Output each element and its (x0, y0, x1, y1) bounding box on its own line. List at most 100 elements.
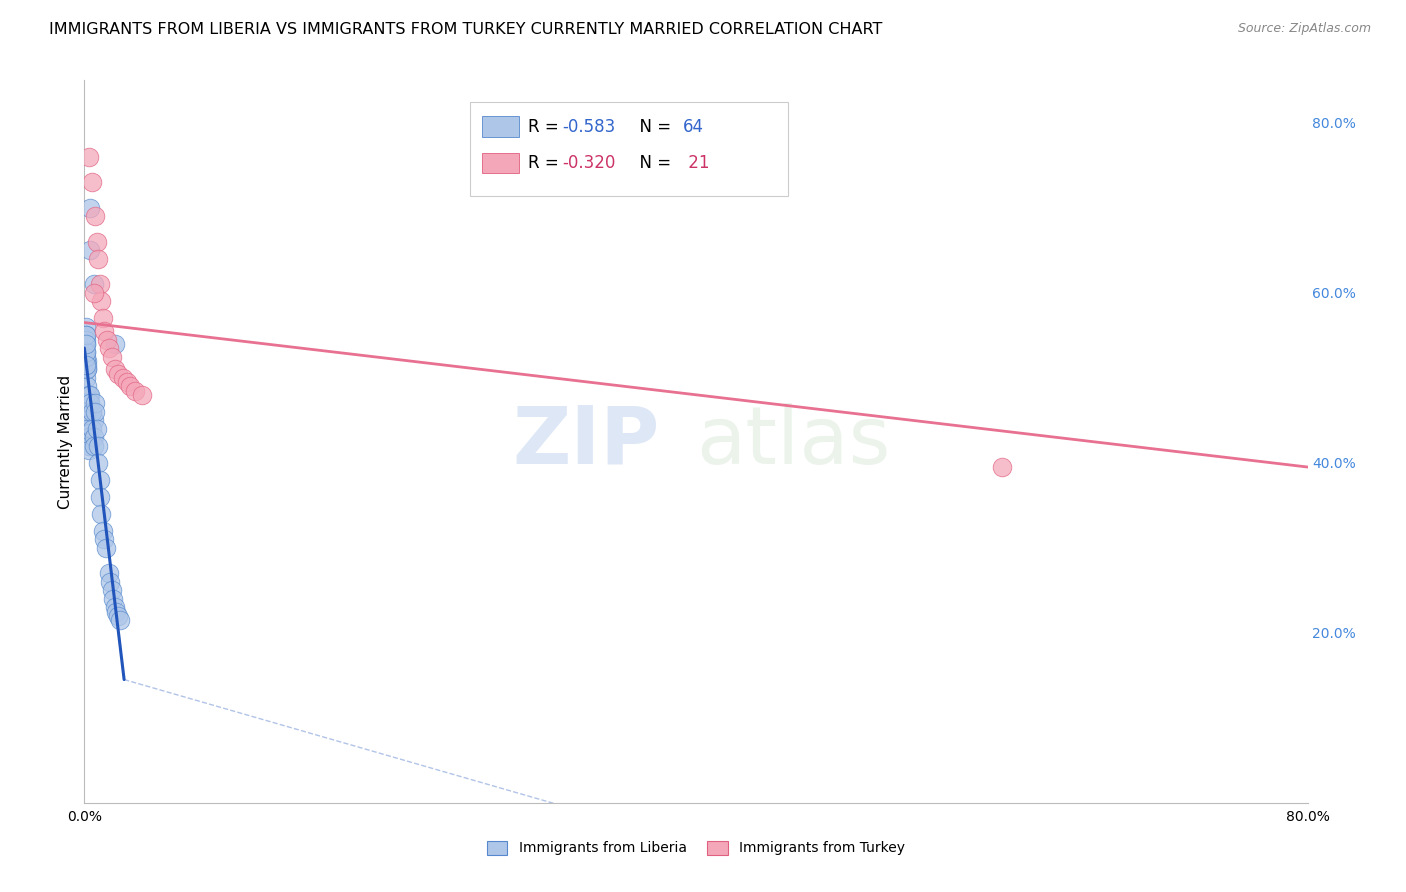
Point (75, 358, 97, 372)
Point (76, 362, 98, 376)
Point (84, 405, 107, 419)
Point (77, 150, 100, 164)
FancyBboxPatch shape (470, 102, 787, 196)
Point (75, 422, 97, 436)
Point (83, 285, 105, 300)
Text: -0.320: -0.320 (562, 153, 616, 171)
Point (75, 413, 97, 427)
Point (76, 362, 98, 376)
Text: -0.583: -0.583 (562, 118, 616, 136)
Point (77, 430, 100, 444)
FancyBboxPatch shape (482, 117, 519, 136)
Point (75, 328, 97, 343)
Point (93, 533, 115, 547)
Text: R =: R = (529, 118, 564, 136)
Point (94, 541, 117, 555)
Point (76, 422, 98, 436)
Text: ZIP: ZIP (512, 402, 659, 481)
Point (101, 350, 124, 364)
Point (107, 608, 129, 623)
Point (93, 324, 115, 338)
Point (87, 252, 110, 266)
Point (104, 600, 127, 615)
Point (79, 396, 101, 410)
Point (108, 613, 131, 627)
Point (91, 311, 114, 326)
Point (115, 375, 138, 389)
Point (80, 405, 103, 419)
Point (76, 388, 98, 402)
Point (98, 574, 121, 589)
Point (86, 422, 108, 436)
Point (77, 439, 100, 453)
Point (97, 341, 120, 355)
Point (991, 460, 1014, 475)
FancyBboxPatch shape (482, 153, 519, 173)
Point (77, 388, 100, 402)
Point (75, 396, 97, 410)
Point (96, 333, 118, 347)
Text: 64: 64 (682, 118, 703, 136)
Point (103, 591, 125, 606)
Point (76, 379, 98, 393)
Point (90, 507, 112, 521)
Text: 21: 21 (682, 153, 709, 171)
Point (75, 362, 97, 376)
Text: Source: ZipAtlas.com: Source: ZipAtlas.com (1237, 22, 1371, 36)
Point (75, 319, 97, 334)
Point (89, 473, 111, 487)
Point (107, 367, 129, 381)
Point (131, 388, 153, 402)
Point (89, 277, 111, 292)
Point (101, 583, 124, 598)
Point (75, 336, 97, 351)
Point (75, 401, 97, 415)
Point (105, 605, 128, 619)
Point (87, 439, 110, 453)
Point (80, 422, 103, 436)
Text: R =: R = (529, 153, 564, 171)
Legend: Immigrants from Liberia, Immigrants from Turkey: Immigrants from Liberia, Immigrants from… (481, 835, 911, 861)
Point (77, 396, 100, 410)
Point (76, 353, 98, 368)
Point (120, 379, 142, 393)
Point (75, 371, 97, 385)
Point (91, 524, 114, 538)
Point (80, 175, 103, 189)
Point (75, 405, 97, 419)
Point (75, 328, 97, 343)
Point (97, 566, 120, 581)
Point (75, 345, 97, 359)
Point (76, 434, 98, 449)
Point (76, 417, 98, 432)
Text: N =: N = (628, 153, 676, 171)
Point (83, 413, 105, 427)
Point (86, 235, 108, 249)
Point (76, 358, 98, 372)
Point (79, 201, 101, 215)
Point (79, 244, 101, 258)
Point (90, 294, 112, 309)
Point (87, 456, 110, 470)
Point (75, 333, 97, 347)
Point (75, 345, 97, 359)
Point (84, 396, 107, 410)
Text: IMMIGRANTS FROM LIBERIA VS IMMIGRANTS FROM TURKEY CURRENTLY MARRIED CORRELATION : IMMIGRANTS FROM LIBERIA VS IMMIGRANTS FR… (49, 22, 883, 37)
Point (79, 388, 101, 402)
Point (76, 430, 98, 444)
Point (75, 336, 97, 351)
Text: N =: N = (628, 118, 676, 136)
Point (111, 371, 134, 385)
Point (77, 443, 100, 458)
Point (83, 277, 105, 292)
Point (84, 209, 107, 223)
Point (83, 430, 105, 444)
Point (83, 439, 105, 453)
Point (89, 490, 111, 504)
Point (75, 350, 97, 364)
Point (124, 384, 146, 398)
Point (77, 425, 100, 440)
Point (80, 405, 103, 419)
Text: atlas: atlas (696, 402, 890, 481)
Point (104, 336, 127, 351)
